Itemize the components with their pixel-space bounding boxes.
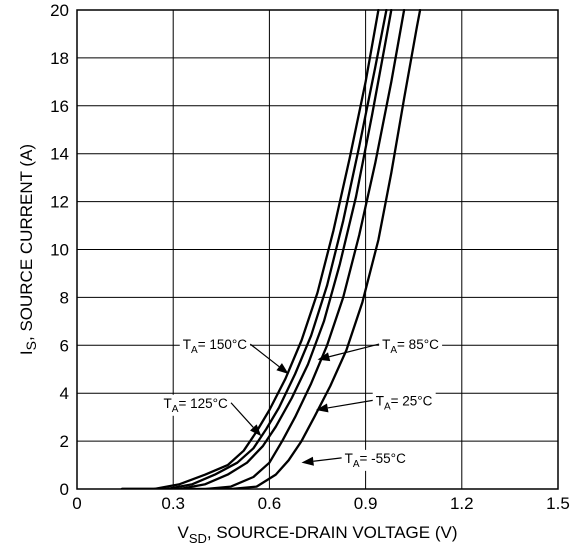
annotation-label-rest: = 85°C bbox=[397, 337, 439, 352]
x-tick-label: 0.3 bbox=[161, 494, 185, 513]
x-axis-title-rest: , SOURCE-DRAIN VOLTAGE (V) bbox=[207, 523, 458, 542]
annotation-label-subscript: A bbox=[191, 345, 198, 356]
y-tick-label: 14 bbox=[50, 145, 69, 164]
annotation-label-background bbox=[341, 449, 410, 471]
annotation-label: TA= 85°C bbox=[382, 337, 439, 356]
y-tick-label: 6 bbox=[60, 336, 69, 355]
annotation-label-main: T bbox=[376, 393, 384, 408]
curve-t-a-25-c bbox=[120, 9, 406, 489]
annotation-label-subscript: A bbox=[384, 401, 391, 412]
y-axis-title-rest: , SOURCE CURRENT (A) bbox=[17, 144, 36, 341]
annotation-arrowhead bbox=[315, 403, 329, 413]
annotation-label-rest: = 150°C bbox=[198, 337, 248, 352]
y-tick-label: 12 bbox=[50, 193, 69, 212]
y-tick-label: 10 bbox=[50, 241, 69, 260]
curve-t-a-125-c bbox=[120, 9, 388, 489]
annotation-arrowhead bbox=[276, 363, 289, 375]
y-axis-title-main: I bbox=[17, 350, 36, 355]
annotation-label-background bbox=[372, 392, 436, 414]
tick-labels: 0 0.3 0.6 0.9 1.2 1.5 0 2 4 6 8 10 12 14 16 18 20 bbox=[50, 1, 570, 513]
annotation-arrowhead bbox=[317, 352, 331, 362]
annotation-label: TA= -55°C bbox=[345, 451, 406, 470]
annotation-label-subscript: A bbox=[390, 345, 397, 356]
annotation-leader bbox=[249, 343, 280, 368]
annotation-label-subscript: A bbox=[172, 404, 179, 415]
gridlines bbox=[77, 10, 558, 489]
annotation-label: TA= 25°C bbox=[376, 393, 433, 412]
annotation-label-rest: = 25°C bbox=[391, 393, 433, 408]
y-tick-label: 8 bbox=[60, 288, 69, 307]
annotation-t-a-25-c: TA= 25°C bbox=[315, 392, 436, 414]
y-tick-label: 18 bbox=[50, 49, 69, 68]
x-tick-label: 1.2 bbox=[450, 494, 474, 513]
y-axis-title: IS, SOURCE CURRENT (A) bbox=[17, 144, 39, 355]
annotation-leader bbox=[328, 343, 380, 358]
annotation-label-main: T bbox=[382, 337, 390, 352]
x-tick-label: 0.6 bbox=[258, 494, 282, 513]
annotation-label-background bbox=[179, 336, 251, 358]
annotation-t-a-55-c: TA= -55°C bbox=[301, 449, 410, 471]
annotation-label-main: T bbox=[183, 337, 191, 352]
annotation-t-a-85-c: TA= 85°C bbox=[317, 336, 443, 362]
x-tick-label: 0 bbox=[72, 494, 81, 513]
annotations: TA= 150°CTA= 125°CTA= 85°CTA= 25°CTA= -5… bbox=[160, 336, 443, 471]
plot-frame bbox=[76, 9, 559, 490]
annotation-leader bbox=[327, 399, 373, 409]
annotation-label-background bbox=[160, 394, 232, 416]
annotation-leader bbox=[313, 457, 342, 462]
annotation-label-rest: = 125°C bbox=[178, 396, 228, 411]
annotation-label-main: T bbox=[164, 396, 172, 411]
annotation-arrowhead bbox=[301, 456, 314, 466]
y-tick-label: 20 bbox=[50, 1, 69, 20]
x-tick-label: 1.5 bbox=[546, 494, 570, 513]
x-tick-label: 0.9 bbox=[354, 494, 378, 513]
annotation-leader bbox=[230, 402, 254, 428]
x-axis-title-main: V bbox=[177, 523, 189, 542]
curves bbox=[120, 9, 422, 489]
annotation-t-a-150-c: TA= 150°C bbox=[179, 336, 289, 375]
annotation-label-subscript: A bbox=[353, 459, 360, 470]
annotation-label: TA= 150°C bbox=[183, 337, 247, 356]
annotation-t-a-125-c: TA= 125°C bbox=[160, 394, 262, 437]
y-tick-label: 16 bbox=[50, 97, 69, 116]
x-axis-title-subscript: SD bbox=[189, 531, 207, 546]
curve-t-a-85-c bbox=[120, 9, 393, 489]
x-axis-title: VSD, SOURCE-DRAIN VOLTAGE (V) bbox=[177, 523, 457, 546]
annotation-label-rest: = -55°C bbox=[360, 451, 407, 466]
annotation-label-background bbox=[379, 336, 443, 358]
annotation-label-main: T bbox=[345, 451, 353, 466]
curve-t-a-150-c bbox=[120, 9, 380, 489]
curve-t-a-55-c bbox=[120, 9, 422, 489]
y-tick-label: 2 bbox=[60, 432, 69, 451]
annotation-label: TA= 125°C bbox=[164, 396, 228, 415]
y-tick-label: 0 bbox=[60, 480, 69, 499]
annotation-arrowhead bbox=[249, 424, 262, 437]
y-axis-title-subscript: S bbox=[23, 341, 39, 350]
y-tick-label: 4 bbox=[60, 384, 69, 403]
